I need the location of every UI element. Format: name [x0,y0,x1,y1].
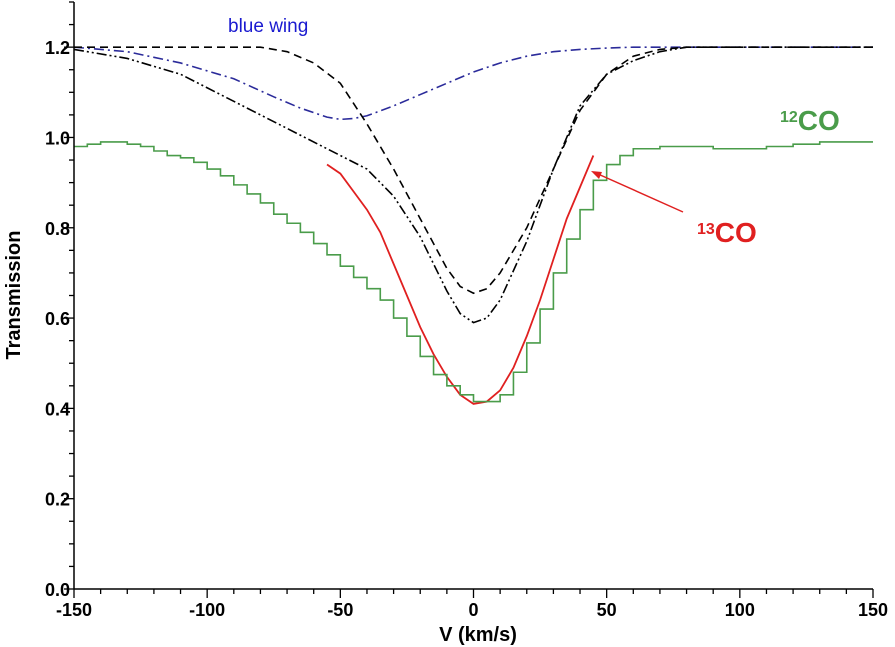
series-line-total-model [73,46,873,324]
y-tick-label: 1.0 [45,128,70,148]
y-axis-title: Transmission [3,231,25,360]
y-tick-label: 0.6 [45,309,70,329]
co13-text: CO [715,217,757,248]
x-tick-label: -150 [56,600,92,620]
series-line-12co [74,141,873,403]
y-tick-label: 0.2 [45,490,70,510]
y-tick-label: 1.2 [45,38,70,58]
co13-arrow-line [597,173,684,213]
y-tick-label: 0.0 [45,580,70,600]
x-axis-title: V (km/s) [439,624,517,646]
y-tick-label: 0.4 [45,399,70,419]
axes-group [73,2,873,590]
co12-text: CO [798,105,840,136]
x-tick-label: -100 [189,600,225,620]
x-tick-label: 150 [858,600,888,620]
x-tick-label: -50 [327,600,353,620]
co12-sup: 12 [780,109,798,126]
ticks-group: -150 -100 -50 0 50 100 150 0.0 0.2 0.4 0.6 0.8 1.0 1.… [45,1,888,620]
series-group [73,46,873,405]
x-tick-label: 100 [725,600,755,620]
co12-label: 12CO [780,105,840,136]
series-line-dashed-component [74,46,873,295]
series-line-blue-wing [73,46,873,121]
x-tick-label: 0 [468,600,478,620]
co13-arrow-head [591,171,602,179]
co13-label: 13CO [697,217,757,248]
x-tick-label: 50 [597,600,617,620]
co13-sup: 13 [697,221,715,238]
blue-wing-label: blue wing [228,16,308,37]
y-tick-label: 0.8 [45,219,70,239]
